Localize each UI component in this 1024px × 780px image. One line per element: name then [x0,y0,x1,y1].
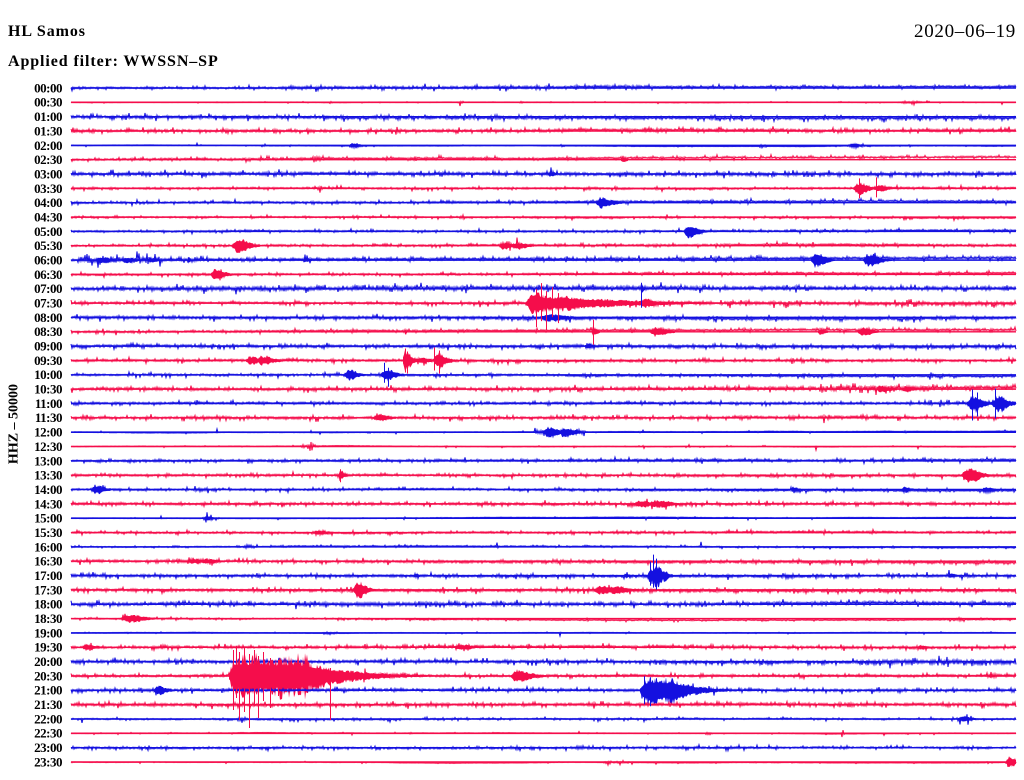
svg-text:19:30: 19:30 [34,640,62,655]
svg-text:16:00: 16:00 [34,539,62,554]
svg-text:15:30: 15:30 [34,525,62,540]
svg-text:10:30: 10:30 [34,382,62,397]
svg-text:17:30: 17:30 [34,582,62,597]
svg-text:03:00: 03:00 [34,166,62,181]
svg-text:05:00: 05:00 [34,224,62,239]
svg-text:02:30: 02:30 [34,152,62,167]
svg-text:HHZ – 50000: HHZ – 50000 [7,384,22,464]
svg-text:09:30: 09:30 [34,353,62,368]
svg-text:09:00: 09:00 [34,339,62,354]
svg-text:13:00: 13:00 [34,453,62,468]
svg-text:02:00: 02:00 [34,138,62,153]
svg-text:08:00: 08:00 [34,310,62,325]
svg-text:21:30: 21:30 [34,697,62,712]
svg-text:01:00: 01:00 [34,109,62,124]
svg-text:Applied filter: WWSSN–SP: Applied filter: WWSSN–SP [8,53,219,70]
svg-text:23:00: 23:00 [34,740,62,755]
svg-text:12:30: 12:30 [34,439,62,454]
svg-text:22:00: 22:00 [34,711,62,726]
svg-text:16:30: 16:30 [34,554,62,569]
svg-text:00:30: 00:30 [34,95,62,110]
svg-text:14:30: 14:30 [34,496,62,511]
svg-text:08:30: 08:30 [34,324,62,339]
svg-text:00:00: 00:00 [34,80,62,95]
svg-text:04:00: 04:00 [34,195,62,210]
svg-text:22:30: 22:30 [34,726,62,741]
svg-text:11:30: 11:30 [35,410,62,425]
svg-text:19:00: 19:00 [34,625,62,640]
svg-text:20:00: 20:00 [34,654,62,669]
svg-text:23:30: 23:30 [34,754,62,769]
svg-text:HL Samos: HL Samos [8,23,86,40]
svg-text:14:00: 14:00 [34,482,62,497]
svg-text:2020–06–19: 2020–06–19 [914,21,1016,42]
svg-text:04:30: 04:30 [34,210,62,225]
svg-text:03:30: 03:30 [34,181,62,196]
svg-text:11:00: 11:00 [35,396,62,411]
svg-text:13:30: 13:30 [34,468,62,483]
svg-text:12:00: 12:00 [34,425,62,440]
svg-text:21:00: 21:00 [34,683,62,698]
svg-text:20:30: 20:30 [34,668,62,683]
svg-text:17:00: 17:00 [34,568,62,583]
svg-text:06:30: 06:30 [34,267,62,282]
svg-text:06:00: 06:00 [34,253,62,268]
svg-text:07:30: 07:30 [34,296,62,311]
svg-text:18:30: 18:30 [34,611,62,626]
svg-text:07:00: 07:00 [34,281,62,296]
svg-text:05:30: 05:30 [34,238,62,253]
svg-text:15:00: 15:00 [34,511,62,526]
svg-text:18:00: 18:00 [34,597,62,612]
svg-text:10:00: 10:00 [34,367,62,382]
svg-text:01:30: 01:30 [34,123,62,138]
